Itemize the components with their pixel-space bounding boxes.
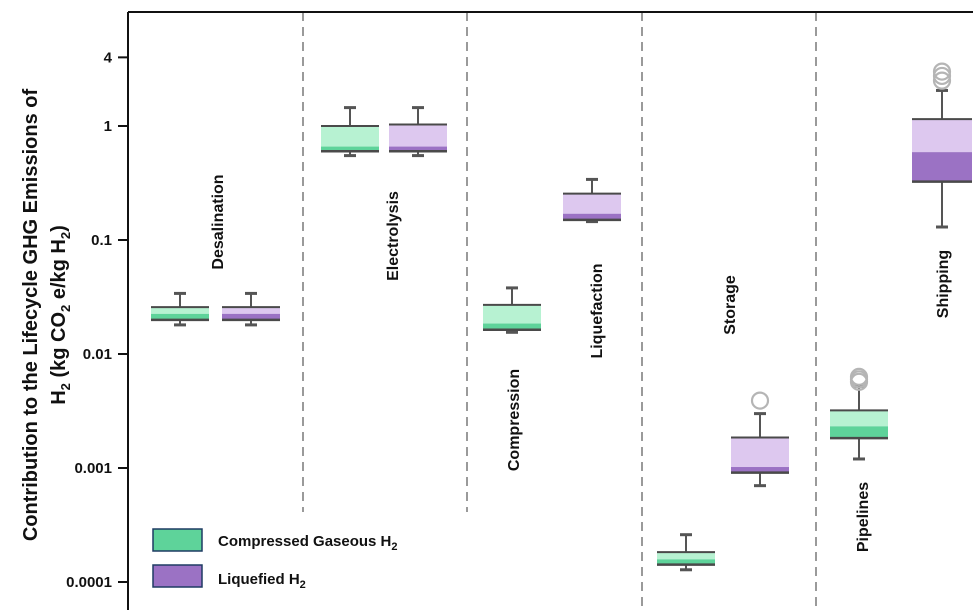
box-lower-half [657,559,715,565]
box-pipelines-compressed [830,367,888,461]
category-label-pipelines: Pipelines [855,482,872,552]
outlier-point-0 [750,391,770,410]
y-axis-title-line-2: H2 (kg CO2 e/kg H2) [48,225,73,405]
outlier-point-2 [849,367,869,386]
box-storage-compressed [657,533,715,572]
box-storage-liquefied [731,391,789,488]
y-axis-title-line-1: Contribution to the Lifecycle GHG Emissi… [20,89,42,542]
box-lower-half [151,313,209,320]
y-axis-title: Contribution to the Lifecycle GHG Emissi… [20,89,73,542]
y-tick-label-5: 0.0001 [66,574,112,591]
y-tick-label-0: 4 [104,49,113,66]
legend-swatch-compressed [152,528,203,552]
box-upper-half [389,124,447,147]
box-lower-half [321,146,379,152]
category-label-liquefaction: Liquefaction [589,263,606,358]
boxes [151,62,972,572]
box-electrolysis-compressed [321,106,379,158]
legend-label-compressed: Compressed Gaseous H2 [218,533,398,553]
box-lower-half [483,323,541,330]
outlier-point-2 [932,62,952,81]
box-lower-half [389,146,447,152]
box-upper-half [830,410,888,427]
box-lower-half [912,152,972,182]
box-upper-half [731,437,789,468]
category-label-electrolysis: Electrolysis [385,191,402,281]
box-upper-half [912,119,972,153]
box-electrolysis-liquefied [389,106,447,158]
category-labels: Desalination Electrolysis Compression Lique… [210,174,952,552]
box-upper-half [563,193,621,214]
box-liquefaction-liquefied [563,177,621,224]
category-label-compression: Compression [506,369,523,471]
box-desalination-compressed [151,291,209,327]
box-desalination-liquefied [222,291,280,327]
y-axis [127,11,973,610]
box-upper-half [321,126,379,147]
legend-background [135,512,470,610]
y-ticks: 4 1 0.1 0.01 0.001 0.0001 [66,49,128,591]
outlier-point-0 [932,71,952,90]
legend-swatch-liquefied [152,564,203,588]
y-tick-label-4: 0.001 [74,460,112,477]
box-upper-half [151,307,209,314]
category-label-storage: Storage [722,275,739,335]
y-tick-label-2: 0.1 [91,232,112,249]
category-label-shipping: Shipping [935,250,952,318]
box-lower-half [830,426,888,439]
legend: Compressed Gaseous H2 Liquefied H2 [135,512,470,610]
box-upper-half [222,307,280,314]
category-label-desalination: Desalination [210,174,227,269]
category-dividers [302,12,817,610]
y-tick-label-1: 1 [104,118,112,135]
box-shipping-liquefied [912,62,972,229]
box-upper-half [483,304,541,324]
box-upper-half [657,552,715,560]
y-tick-label-3: 0.01 [83,346,112,363]
box-compression-compressed [483,286,541,334]
box-lower-half [222,313,280,320]
legend-label-liquefied: Liquefied H2 [218,571,306,591]
box-lower-half [731,467,789,473]
box-lower-half [563,213,621,220]
